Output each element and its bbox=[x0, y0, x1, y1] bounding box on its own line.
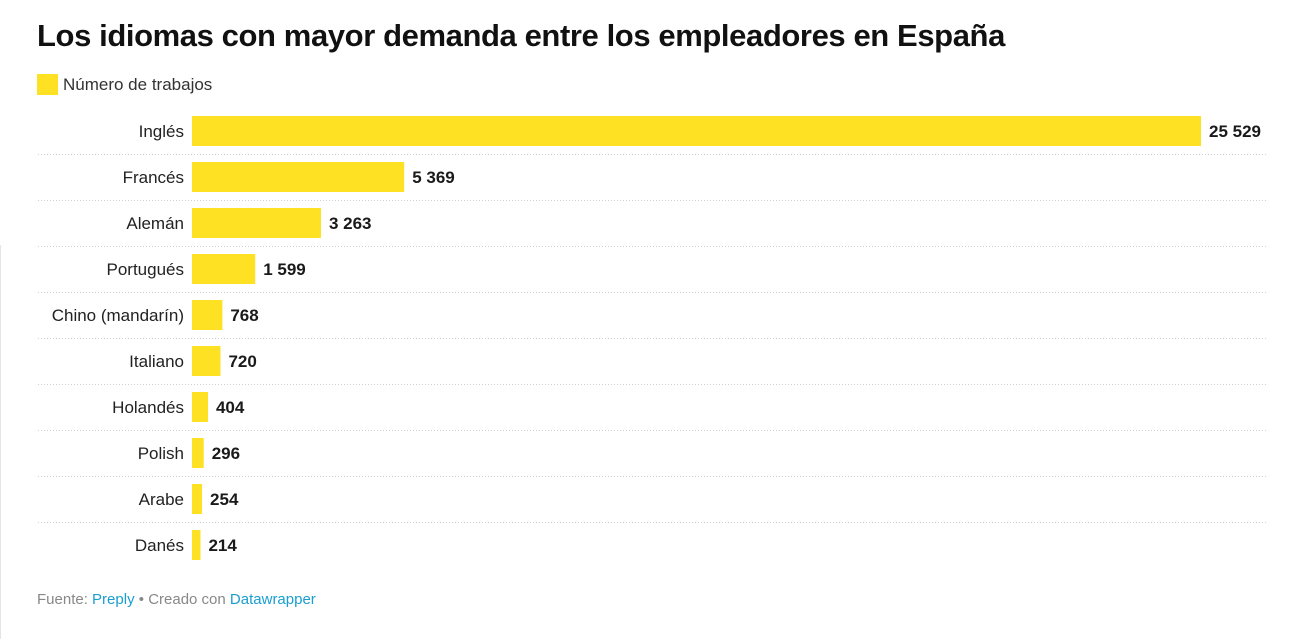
value-label: 254 bbox=[210, 490, 239, 509]
category-label: Portugués bbox=[107, 260, 185, 279]
value-label: 25 529 bbox=[1209, 122, 1261, 141]
category-label: Chino (mandarín) bbox=[52, 306, 184, 325]
bar-row: Portugués 1 599 bbox=[38, 254, 1266, 293]
bar bbox=[192, 208, 321, 238]
category-label: Arabe bbox=[139, 490, 184, 509]
category-label: Polish bbox=[138, 444, 184, 463]
bar-row: Inglés 25 529 bbox=[38, 116, 1266, 155]
left-border bbox=[0, 245, 1, 639]
footer-separator: • bbox=[138, 591, 145, 608]
created-prefix: Creado con bbox=[148, 591, 226, 608]
bar-row: Holandés 404 bbox=[38, 392, 1266, 431]
value-label: 768 bbox=[230, 306, 258, 325]
bar bbox=[192, 530, 201, 560]
category-label: Holandés bbox=[112, 398, 184, 417]
source-link[interactable]: Preply bbox=[92, 591, 135, 608]
bar-row: Francés 5 369 bbox=[38, 162, 1266, 201]
bar bbox=[192, 484, 203, 514]
bar-chart: Inglés 25 529 Francés 5 369 Alemán 3 263 Portu… bbox=[38, 116, 1266, 560]
chart-title: Los idiomas con mayor demanda entre los … bbox=[37, 18, 1005, 53]
category-label: Inglés bbox=[139, 122, 184, 141]
bar bbox=[192, 162, 405, 192]
bar-row: Chino (mandarín) 768 bbox=[38, 300, 1266, 339]
value-label: 404 bbox=[216, 398, 245, 417]
category-label: Danés bbox=[135, 536, 184, 555]
bar bbox=[192, 392, 208, 422]
bar-row: Arabe 254 bbox=[38, 484, 1266, 523]
bar bbox=[192, 116, 1201, 146]
bar-row: Alemán 3 263 bbox=[38, 208, 1266, 247]
value-label: 214 bbox=[208, 536, 237, 555]
bar-row: Polish 296 bbox=[38, 438, 1266, 477]
value-label: 1 599 bbox=[263, 260, 306, 279]
bar bbox=[192, 300, 223, 330]
bar-row: Italiano 720 bbox=[38, 346, 1266, 385]
category-label: Alemán bbox=[126, 214, 184, 233]
legend: Número de trabajos bbox=[37, 74, 212, 95]
bar-row: Danés 214 bbox=[135, 530, 237, 560]
bar bbox=[192, 346, 221, 376]
legend-label: Número de trabajos bbox=[63, 74, 213, 94]
footer: Fuente: Preply • Creado con Datawrapper bbox=[37, 591, 316, 608]
source-prefix: Fuente: bbox=[37, 591, 88, 608]
bar bbox=[192, 438, 204, 468]
category-label: Italiano bbox=[129, 352, 184, 371]
value-label: 3 263 bbox=[329, 214, 372, 233]
legend-swatch bbox=[37, 74, 58, 95]
bar bbox=[192, 254, 256, 284]
datawrapper-link[interactable]: Datawrapper bbox=[229, 591, 316, 608]
value-label: 720 bbox=[228, 352, 256, 371]
category-label: Francés bbox=[123, 168, 184, 187]
value-label: 296 bbox=[212, 444, 240, 463]
value-label: 5 369 bbox=[412, 168, 455, 187]
